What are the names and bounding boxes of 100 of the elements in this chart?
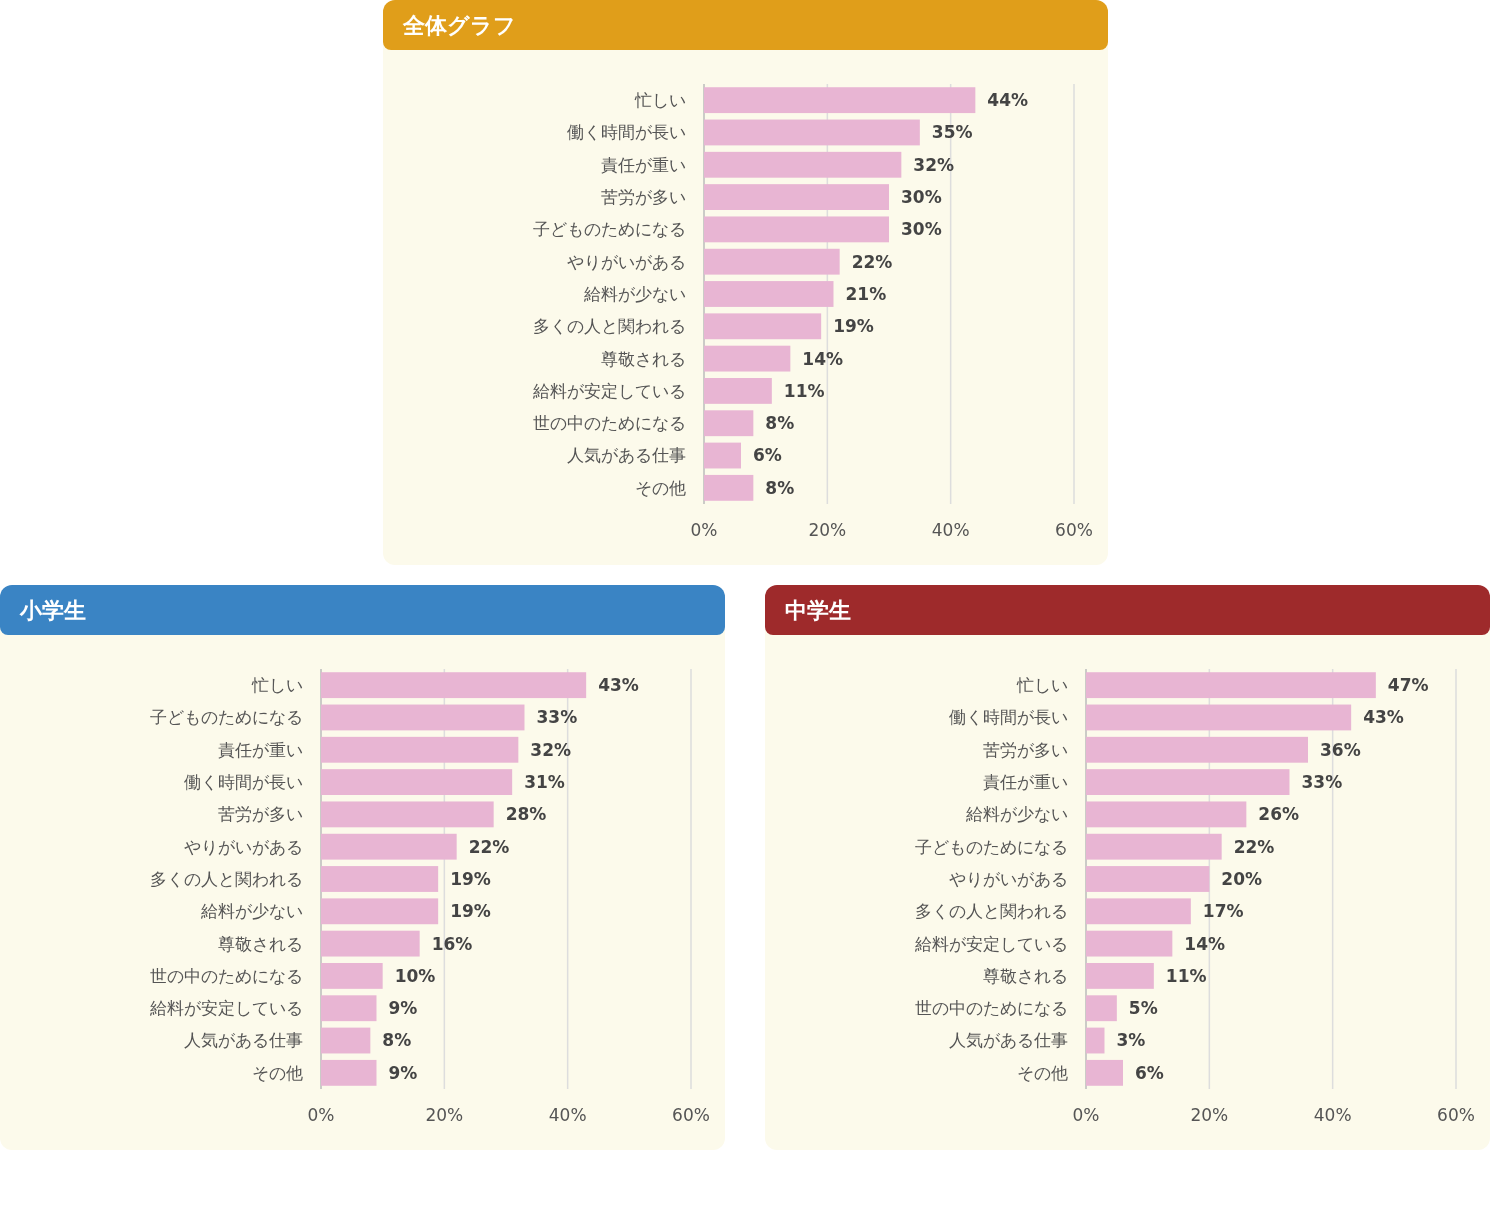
bar: [1086, 898, 1191, 925]
y-tick-label: 多くの人と関われる: [150, 868, 303, 889]
data-label: 22%: [851, 251, 893, 272]
bar: [1086, 963, 1154, 989]
bar: [704, 474, 754, 501]
data-label: 32%: [530, 739, 572, 760]
x-tick-label: 20%: [1190, 1105, 1229, 1125]
bar: [704, 345, 791, 372]
data-label: 30%: [901, 187, 942, 208]
bar: [1086, 1027, 1105, 1054]
y-tick-label: 尊敬される: [983, 965, 1068, 986]
bar: [321, 704, 525, 731]
y-tick-label: 子どものためになる: [915, 836, 1068, 857]
data-label: 35%: [931, 122, 973, 143]
bar: [1086, 736, 1308, 763]
y-tick-label: 忙しい: [634, 90, 686, 111]
bar: [704, 281, 834, 307]
data-label: 47%: [1387, 675, 1429, 696]
bar: [1086, 833, 1222, 860]
data-label: 19%: [450, 901, 491, 922]
data-label: 6%: [753, 445, 782, 466]
data-label: 6%: [1135, 1062, 1164, 1083]
data-label: 9%: [388, 1062, 418, 1083]
y-tick-label: 世の中のためになる: [915, 998, 1068, 1019]
y-tick-label: やりがいがある: [184, 836, 303, 857]
y-tick-label: 給料が少ない: [200, 901, 303, 922]
y-tick-label: 働く時間が長い: [567, 122, 686, 143]
bar: [321, 866, 439, 892]
y-tick-label: 責任が重い: [601, 154, 686, 175]
bar: [704, 442, 741, 469]
data-label: 22%: [468, 836, 510, 857]
bar: [1086, 1059, 1123, 1086]
y-tick-label: 人気がある仕事: [949, 1030, 1068, 1051]
y-tick-label: 尊敬される: [601, 348, 686, 369]
x-tick-label: 20%: [425, 1105, 464, 1125]
bar: [321, 963, 383, 989]
bar: [321, 898, 439, 925]
y-tick-label: 忙しい: [251, 675, 303, 696]
y-tick-label: 給料が少ない: [965, 804, 1068, 825]
y-tick-label: 働く時間が長い: [949, 707, 1068, 728]
y-tick-label: 苦労が多い: [983, 739, 1068, 760]
bar: [704, 151, 902, 178]
data-label: 10%: [394, 965, 436, 986]
data-label: 31%: [524, 772, 565, 793]
x-tick-label: 0%: [690, 520, 718, 540]
y-tick-label: 多くの人と関われる: [915, 901, 1068, 922]
bar: [1086, 672, 1376, 699]
data-label: 36%: [1320, 739, 1361, 760]
data-label: 28%: [505, 804, 547, 825]
x-tick-label: 40%: [548, 1105, 587, 1125]
bar: [321, 1027, 371, 1054]
bar: [321, 769, 513, 795]
y-tick-label: その他: [635, 477, 686, 498]
bar: [704, 119, 920, 146]
data-label: 11%: [1165, 965, 1207, 986]
y-tick-label: 忙しい: [1016, 675, 1068, 696]
y-tick-label: 人気がある仕事: [184, 1030, 303, 1051]
bar: [321, 801, 494, 828]
data-label: 33%: [536, 707, 578, 728]
x-tick-label: 40%: [931, 520, 970, 540]
bar: [704, 87, 976, 114]
data-label: 19%: [833, 316, 874, 337]
text: 中学生: [785, 598, 851, 623]
data-label: 14%: [802, 348, 844, 369]
bar: [704, 313, 822, 340]
text: 小学生: [19, 598, 86, 623]
y-tick-label: 給料が安定している: [149, 998, 303, 1019]
y-tick-label: 世の中のためになる: [150, 965, 303, 986]
bar: [1086, 866, 1210, 892]
y-tick-label: 給料が少ない: [583, 283, 686, 304]
data-label: 3%: [1116, 1030, 1146, 1051]
bar: [321, 736, 519, 763]
y-tick-label: 苦労が多い: [601, 187, 686, 208]
bar: [704, 410, 754, 437]
data-label: 5%: [1128, 998, 1158, 1019]
bar: [1086, 704, 1352, 731]
y-tick-label: 責任が重い: [983, 772, 1068, 793]
data-label: 43%: [598, 675, 639, 696]
y-tick-label: 働く時間が長い: [184, 772, 303, 793]
y-tick-label: 責任が重い: [218, 739, 303, 760]
bar: [321, 930, 420, 957]
data-label: 22%: [1233, 836, 1275, 857]
data-label: 33%: [1301, 772, 1343, 793]
bar: [1086, 801, 1247, 828]
data-label: 26%: [1258, 804, 1300, 825]
y-tick-label: 尊敬される: [218, 933, 303, 954]
data-label: 8%: [765, 477, 795, 498]
x-tick-label: 60%: [672, 1105, 710, 1125]
bar: [704, 248, 840, 275]
data-label: 9%: [388, 998, 418, 1019]
y-tick-label: 子どものためになる: [150, 707, 303, 728]
data-label: 19%: [450, 868, 491, 889]
data-label: 21%: [845, 283, 887, 304]
bar: [321, 672, 587, 699]
data-label: 16%: [431, 933, 473, 954]
bar: [1086, 930, 1173, 957]
data-label: 43%: [1363, 707, 1404, 728]
x-tick-label: 40%: [1313, 1105, 1352, 1125]
x-tick-label: 20%: [808, 520, 847, 540]
text: 全体グラフ: [402, 13, 516, 38]
